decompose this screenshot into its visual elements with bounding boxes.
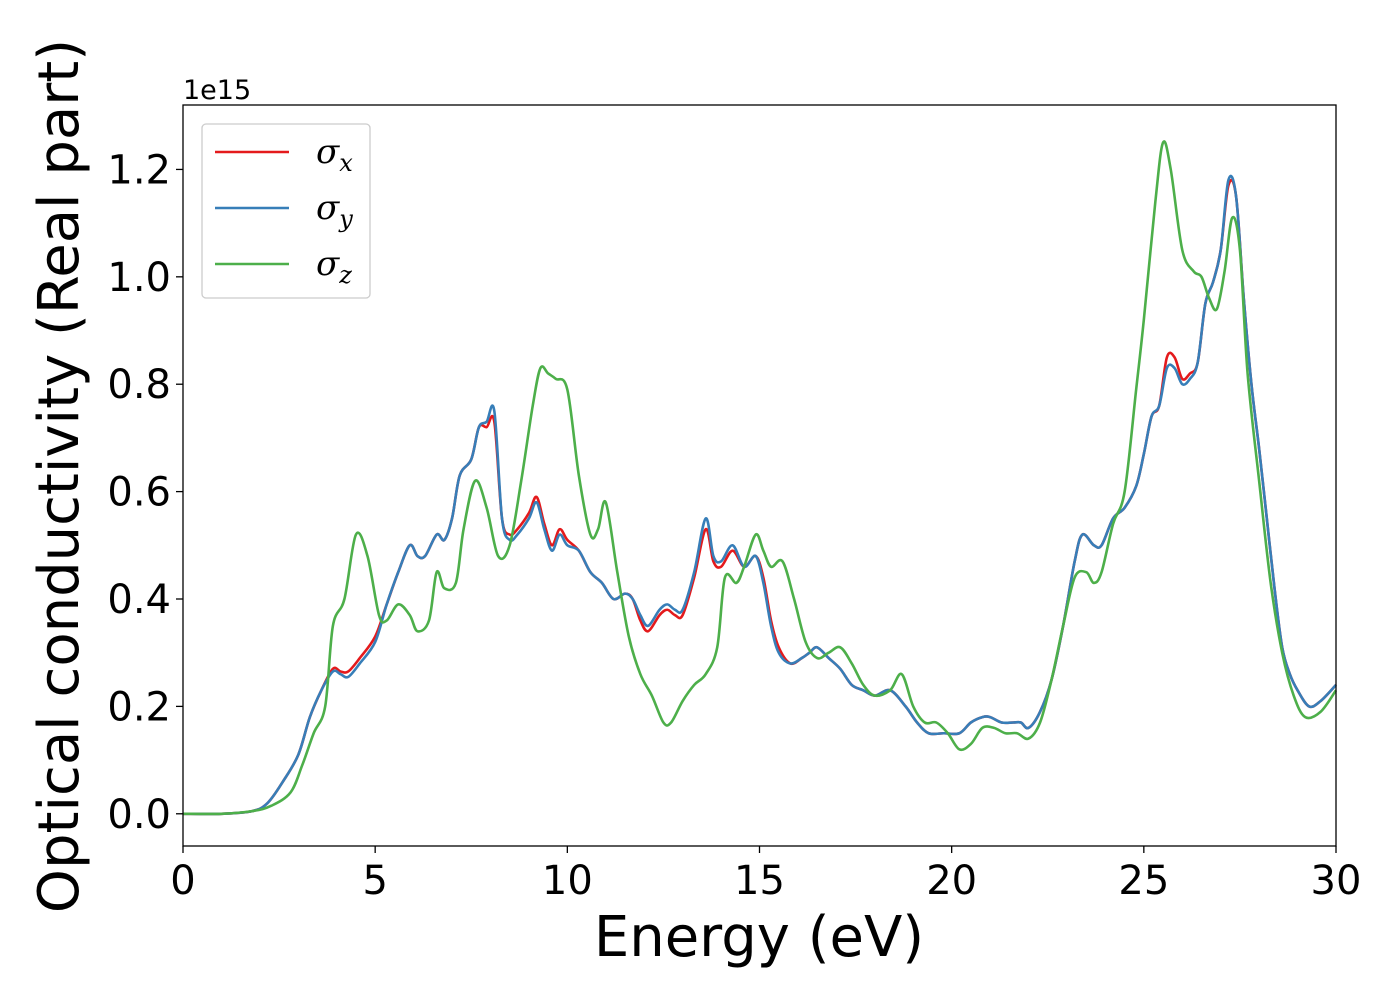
x-tick-label: 10 — [542, 858, 593, 904]
series-layer — [182, 140, 1338, 816]
y-axis-label: Optical conductivity (Real part) — [27, 39, 92, 913]
x-tick-label: 30 — [1311, 858, 1362, 904]
x-tick-label: 20 — [926, 858, 977, 904]
legend-label-x: σx — [316, 132, 353, 177]
legend: σx σy σz — [201, 123, 371, 299]
series-line-z — [182, 140, 1338, 816]
x-tick-label: 25 — [1118, 858, 1169, 904]
x-tick-label: 5 — [362, 858, 387, 904]
plot-area — [183, 105, 1336, 846]
legend-label-y: σy — [316, 188, 353, 233]
x-tick-label: 15 — [734, 858, 785, 904]
y-tick-label: 0.4 — [107, 577, 171, 623]
legend-items: σx σy σz — [215, 132, 353, 289]
x-tick-label: 0 — [170, 858, 195, 904]
series-line-y — [182, 174, 1337, 816]
x-axis-ticks: 0 5 10 15 20 25 30 — [170, 846, 1361, 904]
y-tick-label: 1.0 — [107, 255, 171, 301]
y-tick-label: 1.2 — [107, 147, 171, 193]
y-tick-label: 0.6 — [107, 470, 171, 516]
y-tick-label: 0.8 — [107, 362, 171, 408]
legend-label-z: σz — [316, 244, 352, 289]
y-offset-label: 1e15 — [183, 75, 251, 106]
y-axis-ticks: 0.0 0.2 0.4 0.6 0.8 1.0 1.2 — [107, 147, 183, 838]
y-tick-label: 0.0 — [107, 792, 171, 838]
y-tick-label: 0.2 — [107, 684, 171, 730]
legend-box — [201, 123, 371, 299]
x-axis-label: Energy (eV) — [594, 905, 924, 970]
